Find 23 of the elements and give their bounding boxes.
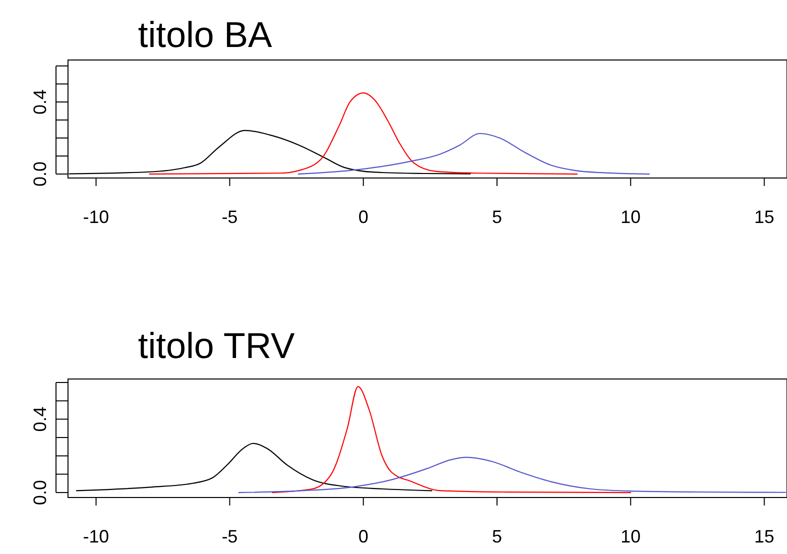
chart-title: titolo TRV [138,325,295,366]
y-tick-label: 0.4 [30,89,50,114]
x-tick-label: -10 [83,526,110,546]
x-tick-label: -5 [222,526,238,546]
x-tick-label: -10 [83,207,110,227]
line-series [238,456,786,494]
x-tick-label: 0 [358,526,368,546]
x-tick-label: -5 [222,207,238,227]
x-tick-label: 15 [754,207,774,227]
line-series [148,92,578,175]
x-tick-label: 10 [620,207,641,227]
x-tick-label: 15 [754,526,774,546]
line-series [76,442,432,492]
y-tick-label: 0.0 [30,162,50,187]
x-tick-label: 0 [358,207,368,227]
x-tick-label: 5 [492,526,502,546]
line-series [272,386,632,494]
line-series [298,132,650,175]
chart-title: titolo BA [138,14,272,55]
x-tick-label: 5 [492,207,502,227]
y-tick-label: 0.4 [30,406,50,432]
x-tick-label: 10 [620,526,641,546]
y-tick-label: 0.0 [30,480,50,506]
